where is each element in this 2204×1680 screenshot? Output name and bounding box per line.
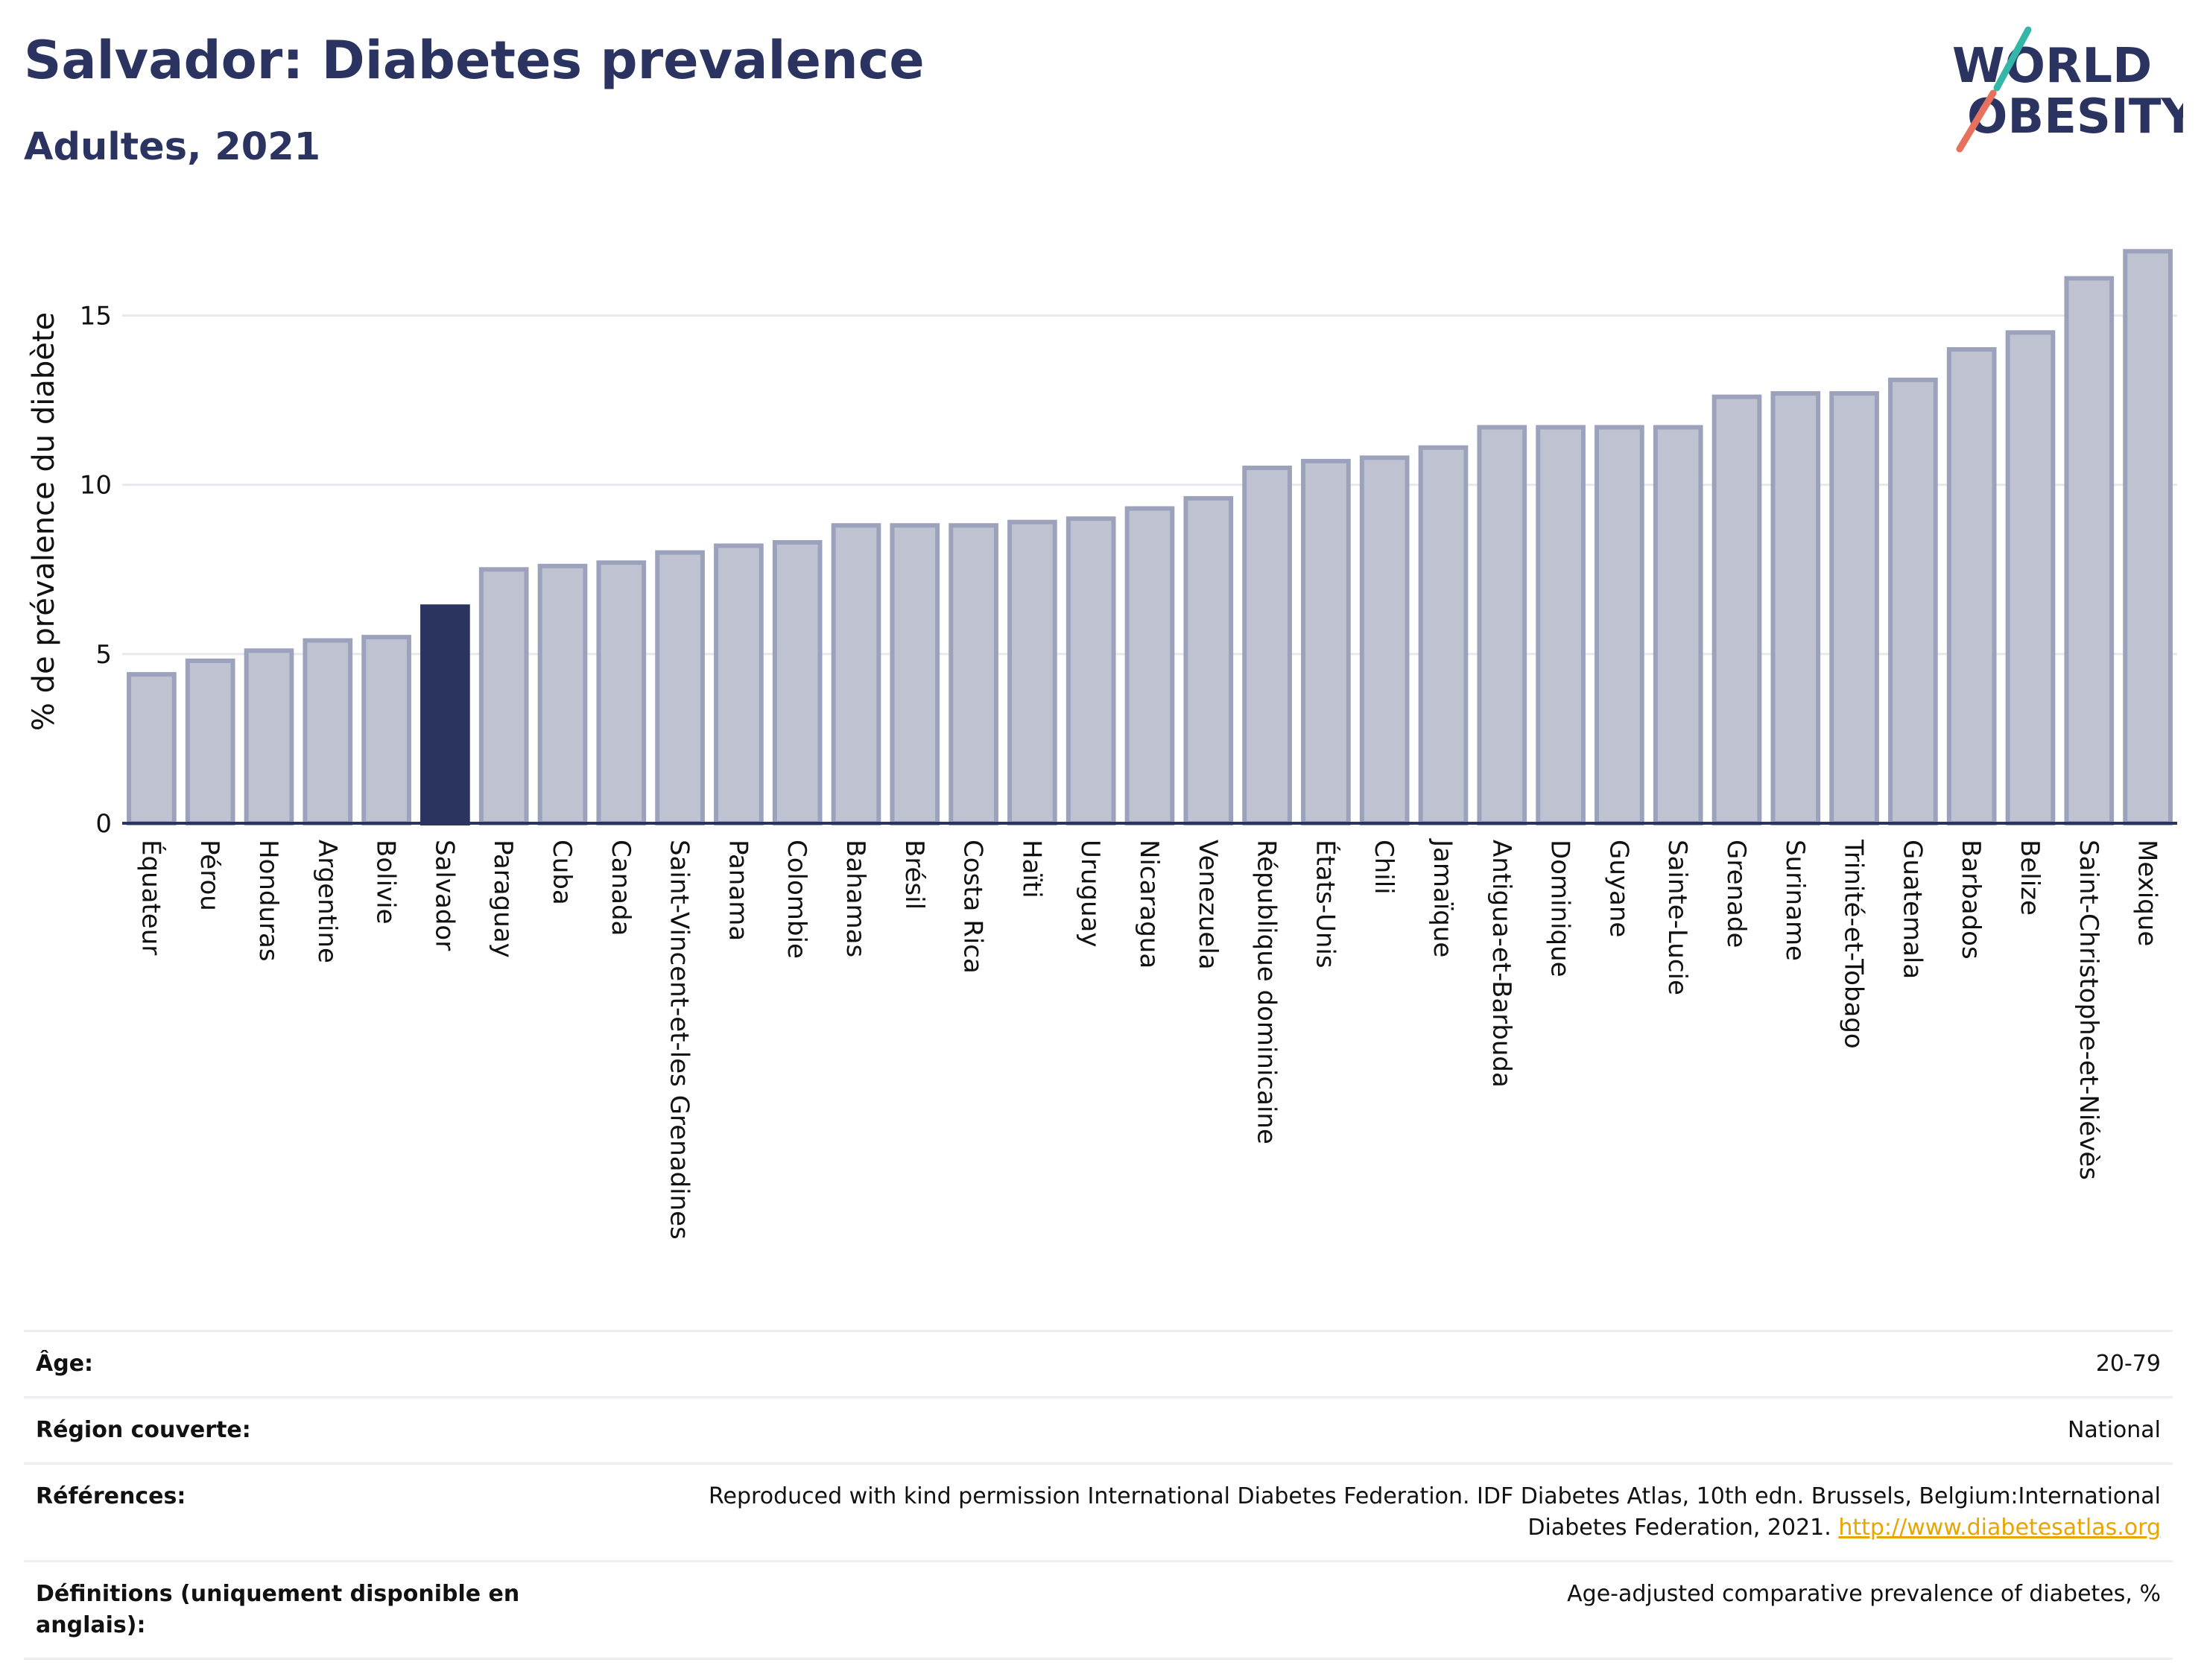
bar-ha-ti[interactable]: [1007, 519, 1057, 825]
bar-nicaragua[interactable]: [1124, 506, 1175, 825]
meta-key: Région couverte:: [36, 1417, 251, 1443]
x-tick-label: Haïti: [1016, 840, 1046, 898]
meta-key: Âge:: [36, 1351, 94, 1377]
y-tick-label: 15: [80, 302, 112, 332]
bar-chili[interactable]: [1359, 455, 1410, 825]
meta-row-references: Références: Reproduced with kind permiss…: [24, 1462, 2173, 1560]
meta-key: Références:: [36, 1483, 186, 1509]
x-tick-label: Barbados: [1956, 840, 1986, 960]
meta-value: Reproduced with kind permission Internat…: [633, 1481, 2161, 1544]
x-tick-label: Sainte-Lucie: [1662, 840, 1692, 995]
x-tick-label: Belize: [2015, 840, 2045, 916]
x-tick-label: Colombie: [782, 840, 811, 959]
bar-mexique[interactable]: [2123, 249, 2173, 825]
x-tick-label: Guatemala: [1897, 840, 1927, 979]
x-tick-label: République dominicaine: [1252, 840, 1282, 1144]
x-tick-label: Venezuela: [1193, 840, 1223, 970]
bar-r-publique-dominicaine[interactable]: [1242, 466, 1292, 825]
metadata-table: Âge: 20-79 Région couverte: National Réf…: [24, 1330, 2173, 1660]
x-tick-label: Cuba: [547, 840, 577, 905]
page-title: Salvador: Diabetes prevalence: [24, 30, 925, 91]
x-tick-label: Bolivie: [371, 840, 401, 925]
page-subtitle: Adultes, 2021: [24, 125, 321, 169]
bar-uruguay[interactable]: [1065, 516, 1116, 825]
bar-panama[interactable]: [714, 543, 764, 825]
y-tick-label: 10: [80, 471, 112, 501]
bar-belize[interactable]: [2005, 330, 2056, 826]
meta-value: Age-adjusted comparative prevalence of d…: [1567, 1581, 2161, 1607]
x-tick-label: Saint-Vincent-et-les Grenadines: [665, 840, 694, 1240]
bar-bahamas[interactable]: [831, 523, 881, 825]
bars: [127, 249, 2173, 826]
world-obesity-logo: WORLD OBESITY: [1952, 26, 2183, 153]
y-axis-label: % de prévalence du diabète: [27, 312, 61, 731]
x-tick-label: Pérou: [194, 840, 224, 911]
meta-key: Définitions (uniquement disponible en an…: [36, 1581, 520, 1638]
x-tick-label: Dominique: [1545, 840, 1575, 977]
bar-br-sil[interactable]: [890, 523, 940, 825]
x-tick-label: Uruguay: [1075, 840, 1105, 948]
bar--tats-unis[interactable]: [1301, 458, 1351, 825]
bar-antigua-et-barbuda[interactable]: [1477, 425, 1527, 825]
x-tick-label: Costa Rica: [958, 840, 988, 974]
x-tick-label: Saint-Christophe-et-Niévès: [2074, 840, 2103, 1180]
bar-paraguay[interactable]: [478, 567, 529, 825]
x-tick-label: Canada: [606, 840, 636, 936]
x-tick-label: Chili: [1369, 840, 1399, 895]
x-tick-label: Brésil: [899, 840, 929, 910]
x-tick-label: Antigua-et-Barbuda: [1486, 840, 1516, 1088]
references-text: Reproduced with kind permission Internat…: [709, 1483, 2161, 1541]
x-tick-label: Bahamas: [840, 840, 870, 957]
bar-suriname[interactable]: [1770, 391, 1821, 825]
bar-salvador[interactable]: [420, 604, 470, 825]
bar-cuba[interactable]: [537, 563, 588, 825]
bar-chart: 0 5 10 15 Équateur Pérou Honduras Argentine Boli…: [27, 249, 2177, 1240]
bar-saint-vincent-et-les-grenadines[interactable]: [655, 550, 705, 825]
meta-value: National: [2067, 1417, 2161, 1443]
bar-bolivie[interactable]: [361, 635, 411, 826]
meta-row-region: Région couverte: National: [24, 1396, 2173, 1462]
bar--quateur[interactable]: [127, 672, 177, 825]
x-tick-label: Nicaragua: [1134, 840, 1164, 969]
x-tick-label: Mexique: [2132, 840, 2162, 946]
bar-costa-rica[interactable]: [949, 523, 998, 825]
x-tick-label: Trinité-et-Tobago: [1839, 839, 1869, 1049]
bar-p-rou[interactable]: [185, 658, 235, 826]
bar-barbados[interactable]: [1946, 347, 1997, 825]
bar-venezuela[interactable]: [1183, 495, 1234, 825]
x-tick-label: Paraguay: [488, 840, 518, 958]
x-tick-label: Grenade: [1721, 840, 1751, 948]
x-tick-label: Suriname: [1780, 840, 1810, 961]
bar-guatemala[interactable]: [1888, 377, 1938, 825]
logo-line2: OBESITY: [1967, 89, 2183, 145]
y-tick-label: 5: [95, 640, 112, 670]
x-tick-label: Jamaïque: [1428, 838, 1457, 957]
x-tick-label: États-Unis: [1310, 840, 1340, 969]
bar-argentine[interactable]: [303, 638, 353, 826]
logo-line1: WORLD: [1952, 39, 2152, 94]
x-tick-label: Argentine: [312, 840, 342, 963]
y-tick-label: 0: [95, 809, 112, 839]
bar-guyane[interactable]: [1595, 425, 1644, 825]
diabetes-atlas-link[interactable]: http://www.diabetesatlas.org: [1838, 1515, 2161, 1541]
x-tick-label: Salvador: [429, 840, 459, 951]
bar-sainte-lucie[interactable]: [1653, 425, 1703, 825]
bar-trinit-et-tobago[interactable]: [1829, 391, 1879, 825]
bar-jama-que[interactable]: [1418, 445, 1469, 825]
x-tick-label: Honduras: [253, 840, 283, 962]
bar-colombie[interactable]: [772, 539, 823, 825]
bar-dominique[interactable]: [1536, 425, 1586, 825]
bar-saint-christophe-et-ni-v-s[interactable]: [2064, 276, 2115, 826]
meta-row-age: Âge: 20-79: [24, 1330, 2173, 1396]
bar-canada[interactable]: [596, 560, 647, 825]
x-tick-label: Guyane: [1603, 840, 1633, 937]
bar-honduras[interactable]: [244, 648, 294, 825]
meta-row-definitions: Définitions (uniquement disponible en an…: [24, 1560, 2173, 1660]
x-tick-label: Panama: [723, 840, 753, 941]
axes: 0 5 10 15 Équateur Pérou Honduras Argentine Boli…: [80, 302, 2177, 1240]
bar-grenade[interactable]: [1711, 394, 1762, 826]
meta-value: 20-79: [2095, 1351, 2161, 1377]
x-tick-label: Équateur: [136, 840, 166, 955]
